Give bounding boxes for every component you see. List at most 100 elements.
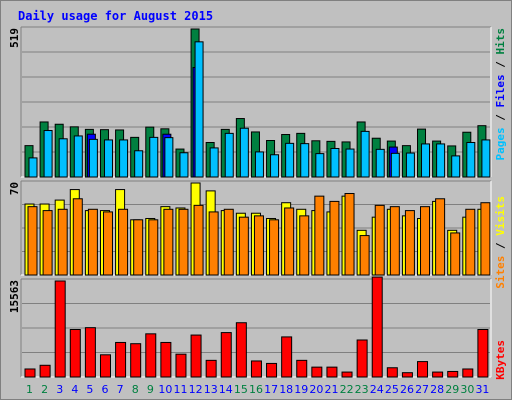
pages-bar	[405, 152, 415, 178]
pages-bar	[179, 152, 189, 178]
pages-bar	[164, 137, 174, 178]
axis-labels: 519 70 15563	[8, 28, 21, 313]
sites-bar	[465, 208, 476, 276]
mid-legend-part: Visits	[494, 196, 507, 236]
kbytes-bar	[235, 322, 247, 378]
bottom-axis-max: 15563	[8, 280, 21, 313]
sites-bar	[208, 211, 219, 276]
kbytes-bar	[250, 360, 262, 378]
sites-bar	[253, 215, 264, 276]
top-legend: Pages / Files / Hits	[494, 28, 507, 161]
bottom-panel	[20, 276, 492, 378]
sites-bar	[344, 193, 355, 276]
sites-bar	[374, 204, 385, 276]
kbytes-bar	[84, 327, 96, 378]
kbytes-bar	[296, 359, 308, 378]
kbytes-bar	[220, 332, 232, 378]
day-label: 22	[340, 383, 354, 396]
sites-bar	[284, 207, 295, 276]
pages-bar	[300, 143, 310, 178]
mid-panel	[20, 180, 492, 276]
day-label: 12	[189, 383, 203, 396]
pages-bar	[88, 138, 98, 178]
kbytes-bar	[205, 359, 217, 378]
sites-bar	[420, 206, 431, 276]
kbytes-bar	[432, 371, 444, 378]
sites-bar	[480, 202, 491, 276]
sites-bar	[359, 235, 370, 276]
pages-bar	[436, 143, 446, 178]
sites-bar	[389, 206, 400, 276]
sites-bar	[314, 195, 325, 276]
sites-bar	[329, 200, 340, 276]
pages-bar	[103, 139, 113, 178]
kbytes-bar	[401, 372, 413, 378]
pages-bar	[134, 150, 144, 178]
sites-bar	[178, 208, 189, 276]
kbytes-bar	[145, 333, 157, 378]
day-label: 15	[234, 383, 248, 396]
pages-bar	[451, 155, 461, 178]
sites-bar	[42, 210, 53, 276]
pages-bar	[270, 154, 280, 178]
day-label: 10	[158, 383, 172, 396]
day-label: 5	[86, 383, 93, 396]
bottom-legend: KBytes	[494, 340, 507, 380]
pages-bar	[73, 135, 83, 178]
top-panel	[20, 26, 492, 178]
sites-bar	[404, 210, 415, 276]
kbytes-bar	[386, 367, 398, 378]
sites-bar	[148, 219, 159, 276]
day-label: 16	[249, 383, 263, 396]
day-label: 21	[324, 383, 338, 396]
day-label: 6	[102, 383, 109, 396]
chart-title: Daily usage for August 2015	[18, 9, 213, 23]
sites-bar	[72, 198, 83, 276]
day-label: 20	[309, 383, 323, 396]
pages-bar	[390, 152, 400, 178]
bottom-legend-part: KBytes	[494, 340, 507, 380]
pages-bar	[224, 132, 234, 178]
pages-bar	[58, 138, 68, 178]
kbytes-bar	[39, 364, 51, 378]
sites-bar	[435, 198, 446, 276]
top-axis-max: 519	[8, 28, 21, 48]
kbytes-bar	[281, 336, 293, 378]
pages-bar	[315, 153, 325, 178]
kbytes-bar	[417, 361, 429, 378]
day-label: 23	[355, 383, 369, 396]
pages-bar	[119, 139, 129, 178]
kbytes-bar	[24, 368, 36, 378]
kbytes-bar	[462, 368, 474, 378]
kbytes-bar	[115, 341, 127, 378]
kbytes-bar	[356, 339, 368, 378]
mid-legend-part: /	[494, 236, 507, 256]
top-legend-part: Pages	[494, 127, 507, 160]
sites-bar	[450, 232, 461, 276]
pages-bar	[345, 148, 355, 178]
day-label: 9	[147, 383, 154, 396]
day-label: 3	[56, 383, 63, 396]
sites-bar	[57, 208, 68, 276]
kbytes-bar	[160, 341, 172, 378]
sites-bar	[27, 206, 38, 276]
day-label: 18	[279, 383, 293, 396]
sites-bar	[238, 216, 249, 276]
sites-bar	[118, 208, 129, 276]
sites-bar	[87, 208, 98, 276]
sites-bar	[223, 208, 234, 276]
top-legend-part: Hits	[494, 28, 507, 55]
kbytes-bar	[190, 334, 202, 378]
day-label: 25	[385, 383, 399, 396]
day-label: 28	[430, 383, 444, 396]
kbytes-bar	[130, 343, 142, 378]
pages-bar	[421, 143, 431, 178]
sites-bar	[133, 219, 144, 276]
pages-bar	[481, 139, 491, 178]
pages-bar	[149, 136, 159, 178]
pages-bar	[330, 147, 340, 178]
day-label: 4	[71, 383, 78, 396]
day-labels: 1 2 3 4 5 6 7 8 9 10 11 12 13 14 15 16 17 18 19 20 21 22 23 24 2…	[26, 383, 489, 396]
pages-bar	[285, 142, 295, 178]
